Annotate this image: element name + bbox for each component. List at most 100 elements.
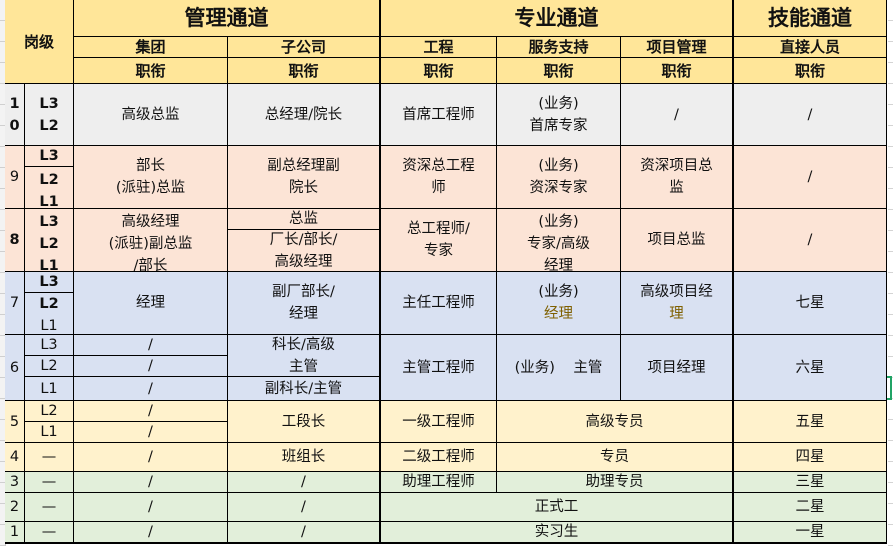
group-title-cell[interactable]: / <box>74 522 227 542</box>
sublevel-cell[interactable]: L2 <box>25 401 73 421</box>
service-title-cell[interactable]: (业务) 资深专家 <box>497 146 620 208</box>
subsidiary-title-cell[interactable]: 副科长/主管 <box>228 377 379 400</box>
cell-text: 一星 <box>795 524 825 540</box>
subsidiary-title-cell[interactable]: 副总经理副院长 <box>228 146 379 208</box>
subsidiary-title-cell[interactable]: / <box>228 493 379 521</box>
group-title-cell[interactable]: / <box>74 401 227 421</box>
engineering-title-cell[interactable]: 首席工程师 <box>380 84 496 145</box>
sublevel-cell[interactable]: L3 <box>25 146 73 166</box>
subsidiary-title-cell[interactable]: 班组长 <box>228 443 379 471</box>
level-cell[interactable]: 7 <box>5 272 24 334</box>
header-management-channel[interactable]: 管理通道 <box>74 0 379 36</box>
engineering-title-cell[interactable]: 主任工程师 <box>380 272 496 334</box>
engineering-title-cell[interactable]: 一级工程师 <box>380 401 496 442</box>
group-title-cell[interactable]: 高级总监 <box>74 84 227 145</box>
project-title-cell[interactable]: 项目总监 <box>621 209 732 271</box>
subsidiary-title-cell[interactable]: 厂长/部长/高级经理 <box>228 230 379 271</box>
service-title-cell[interactable]: (业务) 主管 <box>497 335 620 400</box>
professional-title-cell[interactable]: 实习生 <box>380 522 732 542</box>
sublevel-cell[interactable]: L2 L1 <box>25 293 73 334</box>
direct-title-cell[interactable]: / <box>733 84 886 145</box>
subsidiary-title-cell[interactable]: / <box>228 472 379 492</box>
sublevel-cell[interactable]: L1 <box>25 422 73 442</box>
engineering-title-cell[interactable]: 二级工程师 <box>380 443 496 471</box>
sublevel-cell[interactable]: L1 <box>25 377 73 400</box>
sublevel-cell[interactable]: — <box>25 443 73 471</box>
group-title-cell[interactable]: 高级经理 (派驻)副总监 /部长 <box>74 209 227 271</box>
engineering-title-cell[interactable]: 总工程师/专家 <box>380 209 496 271</box>
direct-title-cell[interactable]: / <box>733 146 886 208</box>
direct-title-cell[interactable]: / <box>733 209 886 271</box>
sublevel-cell[interactable]: L3 <box>25 335 73 355</box>
sublevel-cell[interactable]: L3 <box>25 272 73 292</box>
direct-title-cell[interactable]: 五星 <box>733 401 886 442</box>
sublevel-cell[interactable]: L3 L2 <box>25 84 73 145</box>
header-title[interactable]: 职衔 <box>497 58 620 83</box>
header-title[interactable]: 职衔 <box>733 58 886 83</box>
group-title-cell[interactable]: 经理 <box>74 272 227 334</box>
group-title-cell[interactable]: 部长 (派驻)总监 <box>74 146 227 208</box>
subsidiary-title-cell[interactable]: 总监 <box>228 209 379 229</box>
subsidiary-title-cell[interactable]: 工段长 <box>228 401 379 442</box>
header-title[interactable]: 职衔 <box>380 58 496 83</box>
header-skill-channel[interactable]: 技能通道 <box>733 0 886 36</box>
engineering-title-cell[interactable]: 资深总工程师 <box>380 146 496 208</box>
subsidiary-title-cell[interactable]: 科长/高级主管 <box>228 335 379 376</box>
sublevel-cell[interactable]: — <box>25 493 73 521</box>
level-cell[interactable]: 4 <box>5 443 24 471</box>
service-title-cell[interactable]: (业务) 首席专家 <box>497 84 620 145</box>
header-service[interactable]: 服务支持 <box>497 37 620 57</box>
sublevel-cell[interactable]: L2 L1 <box>25 167 73 208</box>
level-cell[interactable]: 3 <box>5 472 24 492</box>
professional-title-cell[interactable]: 正式工 <box>380 493 732 521</box>
group-title-cell[interactable]: / <box>74 356 227 376</box>
header-grade[interactable]: 岗级 <box>5 0 73 83</box>
project-title-cell[interactable]: / <box>621 84 732 145</box>
project-title-cell[interactable]: 资深项目总监 <box>621 146 732 208</box>
subsidiary-title-cell[interactable]: / <box>228 522 379 542</box>
level-cell[interactable]: 5 <box>5 401 24 442</box>
group-title-cell[interactable]: / <box>74 377 227 400</box>
header-title[interactable]: 职衔 <box>621 58 732 83</box>
level-cell[interactable]: 1 <box>5 522 24 542</box>
group-title-cell[interactable]: / <box>74 493 227 521</box>
header-title[interactable]: 职衔 <box>74 58 227 83</box>
header-project[interactable]: 项目管理 <box>621 37 732 57</box>
level-cell[interactable]: 6 <box>5 335 24 400</box>
header-direct[interactable]: 直接人员 <box>733 37 886 57</box>
level-cell[interactable]: 10 <box>5 84 24 145</box>
engineering-title-cell[interactable]: 助理工程师 <box>380 472 496 492</box>
header-professional-channel[interactable]: 专业通道 <box>380 0 732 36</box>
group-title-cell[interactable]: / <box>74 443 227 471</box>
header-engineering[interactable]: 工程 <box>380 37 496 57</box>
header-title[interactable]: 职衔 <box>228 58 379 83</box>
direct-title-cell[interactable]: 三星 <box>733 472 886 492</box>
level-cell[interactable]: 8 <box>5 209 24 271</box>
direct-title-cell[interactable]: 二星 <box>733 493 886 521</box>
service-project-title-cell[interactable]: 高级专员 <box>497 401 732 442</box>
group-title-cell[interactable]: / <box>74 422 227 442</box>
subsidiary-title-cell[interactable]: 副厂部长/经理 <box>228 272 379 334</box>
header-subsidiary[interactable]: 子公司 <box>228 37 379 57</box>
sublevel-cell[interactable]: — <box>25 522 73 542</box>
project-title-cell[interactable]: 高级项目经 理 <box>621 272 732 334</box>
sublevel-cell[interactable]: — <box>25 472 73 492</box>
direct-title-cell[interactable]: 六星 <box>733 335 886 400</box>
group-title-cell[interactable]: / <box>74 472 227 492</box>
level-cell[interactable]: 9 <box>5 146 24 208</box>
service-title-cell[interactable]: (业务) 专家/高级 经理 <box>497 209 620 271</box>
direct-title-cell[interactable]: 四星 <box>733 443 886 471</box>
service-title-cell[interactable]: (业务) 经理 <box>497 272 620 334</box>
direct-title-cell[interactable]: 七星 <box>733 272 886 334</box>
engineering-title-cell[interactable]: 主管工程师 <box>380 335 496 400</box>
service-project-title-cell[interactable]: 专员 <box>497 443 732 471</box>
sublevel-cell[interactable]: L3 L2 L1 <box>25 209 73 271</box>
group-title-cell[interactable]: / <box>74 335 227 355</box>
project-title-cell[interactable]: 项目经理 <box>621 335 732 400</box>
subsidiary-title-cell[interactable]: 总经理/院长 <box>228 84 379 145</box>
level-cell[interactable]: 2 <box>5 493 24 521</box>
service-project-title-cell[interactable]: 助理专员 <box>497 472 732 492</box>
direct-title-cell[interactable]: 一星 <box>733 522 886 542</box>
sublevel-cell[interactable]: L2 <box>25 356 73 376</box>
header-group[interactable]: 集团 <box>74 37 227 57</box>
